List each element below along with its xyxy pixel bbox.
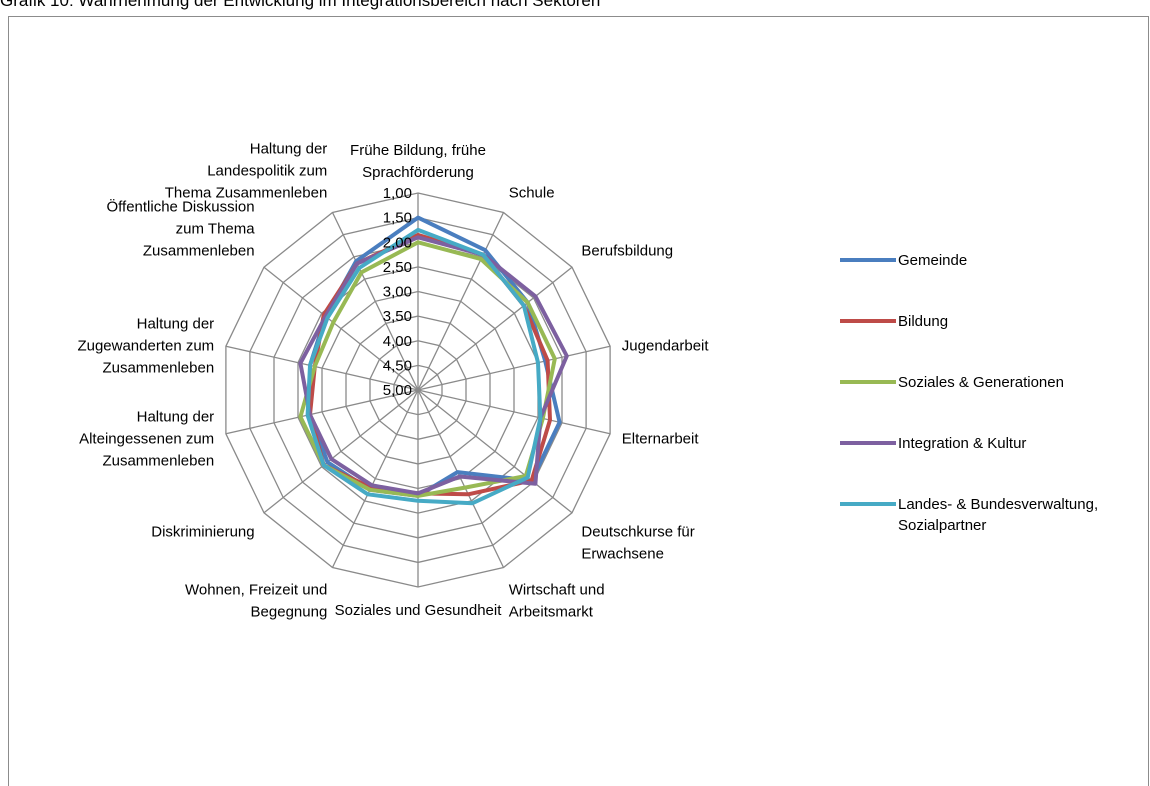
category-label: Frühe Bildung, frühe Sprachförderung <box>350 142 486 181</box>
category-label-line: Schule <box>509 185 555 202</box>
category-label: Wirtschaft und Arbeitsmarkt <box>509 581 605 620</box>
tick-label: 4,00 <box>383 333 412 350</box>
category-label-line: zum Thema <box>176 221 256 238</box>
legend-label-line: Soziales & Generationen <box>898 374 1064 391</box>
category-label-line: Zusammenleben <box>143 243 255 260</box>
tick-label: 1,50 <box>383 210 412 227</box>
tick-label: 3,50 <box>383 308 412 325</box>
category-label-line: Haltung der <box>250 141 328 158</box>
category-label-line: Haltung der <box>137 409 215 426</box>
grid-spoke <box>225 345 419 391</box>
legend-label: Integration & Kultur <box>898 435 1026 452</box>
tick-label: 3,00 <box>383 284 412 301</box>
category-label-line: Alteingessenen zum <box>79 431 214 448</box>
category-label: Soziales und Gesundheit <box>335 602 503 619</box>
category-label-line: Wohnen, Freizeit und <box>185 581 327 598</box>
radial-tick-labels: 1,00 1,50 2,00 2,50 3,00 3,50 4,00 4,50 5,00 <box>383 185 412 399</box>
category-label-line: Landespolitik zum <box>207 163 327 180</box>
category-label-line: Diskriminierung <box>151 523 254 540</box>
category-label: Schule <box>509 185 555 202</box>
grid-spoke <box>417 345 611 391</box>
legend-label: Bildung <box>898 313 948 330</box>
category-label-line: Frühe Bildung, frühe <box>350 142 486 159</box>
category-label-line: Wirtschaft und <box>509 581 605 598</box>
grid-spoke <box>417 389 505 568</box>
category-label: Berufsbildung <box>581 243 673 260</box>
series-line <box>308 215 562 498</box>
tick-label: 5,00 <box>383 382 412 399</box>
category-label-line: Jugendarbeit <box>622 338 710 355</box>
category-label-line: Begegnung <box>251 603 328 620</box>
grid-spoke <box>417 389 573 514</box>
category-label: Öffentliche Diskussion zum Thema Zusammenl… <box>106 198 255 260</box>
legend-label: Soziales & Generationen <box>898 374 1064 391</box>
legend-label: Landes- & Bundesverwaltung, Sozialpartner <box>898 496 1098 534</box>
grid-spoke <box>225 389 419 435</box>
grid-spoke <box>331 389 419 568</box>
legend-label-line: Sozialpartner <box>898 517 986 534</box>
tick-label: 2,50 <box>383 259 412 276</box>
category-label-line: Haltung der <box>137 316 215 333</box>
category-label-line: Soziales und Gesundheit <box>335 602 503 619</box>
grid-spoke <box>331 212 419 391</box>
category-label-line: Arbeitsmarkt <box>509 603 594 620</box>
chart-frame <box>8 16 1149 786</box>
category-label: Haltung der Alteingessenen zum Zusammenleb… <box>79 409 214 470</box>
category-label-line: Öffentliche Diskussion <box>106 198 254 216</box>
tick-label: 4,50 <box>383 357 412 374</box>
legend: Gemeinde Bildung Soziales & Generationen In… <box>840 252 1098 534</box>
legend-label-line: Gemeinde <box>898 252 967 269</box>
legend-label: Gemeinde <box>898 252 967 269</box>
category-labels: Frühe Bildung, frühe Sprachförderung Schul… <box>77 141 709 621</box>
category-label-line: Sprachförderung <box>362 164 474 181</box>
category-label: Diskriminierung <box>151 523 254 540</box>
series-line <box>305 227 543 506</box>
category-label: Haltung der Landespolitik zum Thema Zusamm… <box>165 141 328 202</box>
category-label-line: Deutschkurse für <box>581 523 694 540</box>
radar-series <box>298 215 569 506</box>
tick-label: 2,00 <box>383 234 412 251</box>
category-label-line: Zusammenleben <box>102 360 214 377</box>
category-label-line: Zugewanderten zum <box>77 338 214 355</box>
category-label: Jugendarbeit <box>622 338 710 355</box>
grid-spoke <box>417 212 505 391</box>
category-label-line: Zusammenleben <box>102 453 214 470</box>
grid-spoke <box>417 266 573 391</box>
category-label-line: Erwachsene <box>581 545 664 562</box>
category-label: Haltung der Zugewanderten zum Zusammenlebe… <box>77 316 214 377</box>
grid-spoke <box>263 266 419 391</box>
category-label: Deutschkurse für Erwachsene <box>581 523 694 562</box>
radar-grid <box>225 192 611 588</box>
figure-caption: Grafik 10: Wahrnehmung der Entwicklung i… <box>0 0 601 10</box>
category-label: Elternarbeit <box>622 431 700 448</box>
category-label-line: Berufsbildung <box>581 243 673 260</box>
tick-label: 1,00 <box>383 185 412 202</box>
series-line <box>298 235 569 496</box>
grid-spoke <box>263 389 419 514</box>
category-label-line: Thema Zusammenleben <box>165 185 328 202</box>
category-label: Wohnen, Freizeit und Begegnung <box>185 581 327 620</box>
series-line <box>298 240 557 498</box>
category-label-line: Elternarbeit <box>622 431 700 448</box>
legend-label-line: Integration & Kultur <box>898 435 1026 452</box>
legend-label-line: Landes- & Bundesverwaltung, <box>898 496 1098 513</box>
legend-label-line: Bildung <box>898 313 948 330</box>
grid-spoke <box>417 389 611 435</box>
